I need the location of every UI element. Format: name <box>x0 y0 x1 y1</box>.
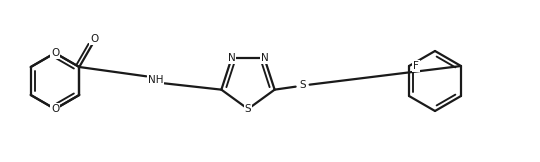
Text: N: N <box>261 53 268 63</box>
Text: S: S <box>245 104 251 114</box>
Text: O: O <box>51 48 59 58</box>
Text: F: F <box>413 61 419 71</box>
Text: NH: NH <box>147 75 163 85</box>
Text: S: S <box>299 80 306 90</box>
Text: O: O <box>90 35 98 45</box>
Text: N: N <box>228 53 235 63</box>
Text: O: O <box>51 104 59 114</box>
